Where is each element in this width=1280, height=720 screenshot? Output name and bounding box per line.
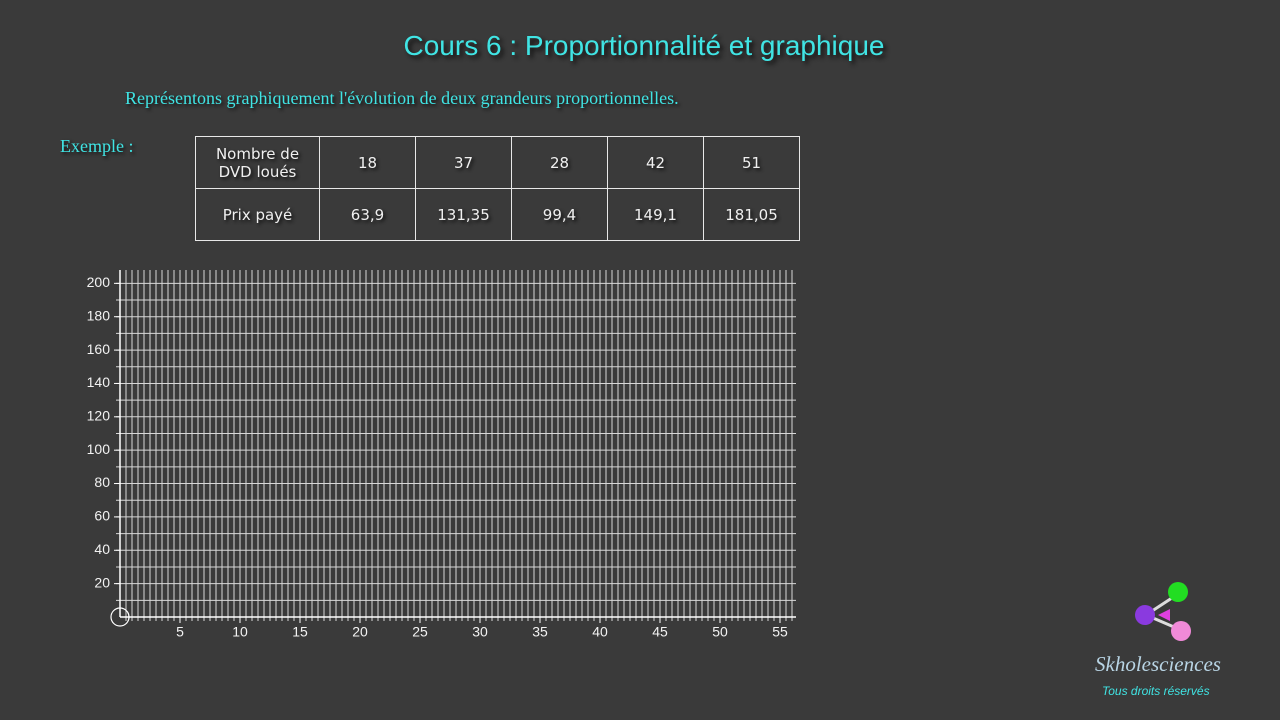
table-cell: 37 (415, 136, 512, 189)
y-tick-label: 100 (87, 441, 111, 457)
subtitle: Représentons graphiquement l'évolution d… (125, 88, 679, 108)
x-tick-label: 10 (232, 624, 248, 640)
y-tick-label: 160 (87, 341, 111, 357)
table-cell: 42 (607, 136, 704, 189)
logo-ball (1168, 582, 1188, 602)
table-cell: 28 (511, 136, 608, 189)
y-tick-label: 140 (87, 374, 111, 390)
x-tick-label: 15 (292, 624, 308, 640)
x-tick-label: 30 (472, 624, 488, 640)
y-tick-label: 120 (87, 408, 111, 424)
title: Cours 6 : Proportionnalité et graphique (403, 30, 885, 61)
y-tick-label: 200 (87, 274, 111, 290)
x-tick-label: 40 (592, 624, 608, 640)
x-tick-label: 20 (352, 624, 368, 640)
y-tick-label: 60 (94, 508, 110, 524)
table-cell: 181,05 (703, 188, 800, 241)
example-label: Exemple : (60, 136, 134, 156)
table-cell: Nombre de DVD loués (195, 136, 320, 189)
data-table: Nombre de DVD loués 18 37 28 42 51 Prix payé 63… (195, 136, 800, 241)
table-cell: Prix payé (195, 188, 320, 241)
x-tick-label: 5 (176, 624, 184, 640)
logo-ball (1135, 605, 1155, 625)
y-tick-label: 180 (87, 307, 111, 323)
table-cell: 131,35 (415, 188, 512, 241)
x-tick-label: 50 (712, 624, 728, 640)
table-row: Prix payé 63,9 131,35 99,4 149,1 181,05 (195, 188, 800, 241)
x-tick-label: 45 (652, 624, 668, 640)
logo (1135, 582, 1191, 641)
origin (110, 607, 130, 627)
x-tick-label: 35 (532, 624, 548, 640)
table-cell: 149,1 (607, 188, 704, 241)
table-cell: 99,4 (511, 188, 608, 241)
logo-arrow (1158, 609, 1170, 621)
table-row: Nombre de DVD loués 18 37 28 42 51 (195, 136, 800, 189)
y-tick-label: 20 (94, 574, 110, 590)
x-tick-label: 25 (412, 624, 428, 640)
y-tick-label: 40 (94, 541, 110, 557)
y-tick-label: 80 (94, 474, 110, 490)
brand: Skholesciences (1095, 652, 1221, 676)
logo-ball (1171, 621, 1191, 641)
x-tick-label: 55 (772, 624, 788, 640)
rights: Tous droits réservés (1102, 684, 1210, 698)
